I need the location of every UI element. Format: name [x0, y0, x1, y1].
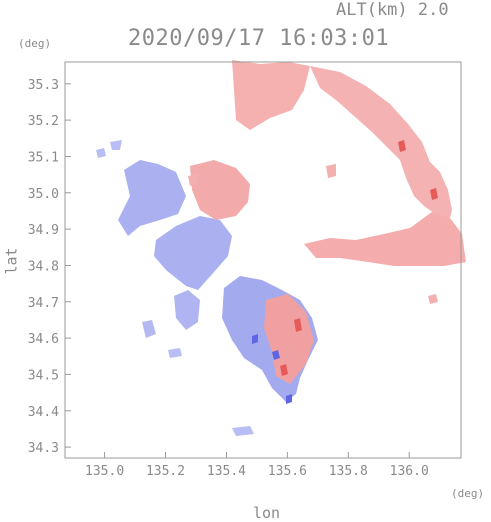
echo-layer: [96, 60, 466, 436]
lat-unit-label: (deg): [18, 37, 52, 50]
echo-red-east: [304, 212, 466, 266]
y-tick-group: 34.3 34.4 34.5 34.6 34.7 34.8 34.9 35.0 35.1 35.2…: [28, 78, 71, 456]
y-tick-label: 35.2: [28, 114, 59, 129]
x-tick-label: 135.0: [85, 464, 124, 479]
echo-red-center-mix: [264, 294, 314, 384]
x-tick-label: 135.2: [146, 464, 185, 479]
y-tick-label: 35.3: [28, 78, 59, 93]
echo-blue-small: [142, 320, 156, 338]
y-tick-label: 34.5: [28, 368, 59, 383]
x-tick-label: 135.8: [329, 464, 368, 479]
y-tick-label: 34.9: [28, 223, 59, 238]
altitude-label: ALT(km) 2.0: [336, 0, 449, 20]
x-axis-label: lon: [253, 504, 281, 522]
echo-strong-blue: [252, 334, 292, 404]
y-tick-label: 34.4: [28, 405, 59, 420]
echo-red-upper-center: [190, 160, 250, 220]
plot-frame: [64, 61, 462, 459]
datetime-title: 2020/09/17 16:03:01: [128, 26, 390, 51]
echo-blue-west: [118, 160, 186, 236]
y-tick-label: 35.1: [28, 150, 59, 165]
y-tick-label: 34.6: [28, 332, 59, 347]
y-tick-label: 34.7: [28, 296, 59, 311]
x-tick-label: 136.0: [390, 464, 429, 479]
x-tick-label: 135.4: [207, 464, 246, 479]
y-tick-label: 35.0: [28, 187, 59, 202]
y-tick-label: 34.3: [28, 441, 59, 456]
echo-red-north: [232, 60, 310, 130]
echo-red-ne-ring: [310, 66, 452, 226]
x-tick-group: 135.0 135.2 135.4 135.6 135.8 136.0: [85, 452, 429, 479]
x-tick-label: 135.6: [268, 464, 307, 479]
lon-unit-label: (deg): [451, 487, 485, 500]
echo-blue-mid: [154, 216, 232, 290]
y-tick-label: 34.8: [28, 259, 59, 274]
echo-blue-south: [174, 290, 200, 330]
